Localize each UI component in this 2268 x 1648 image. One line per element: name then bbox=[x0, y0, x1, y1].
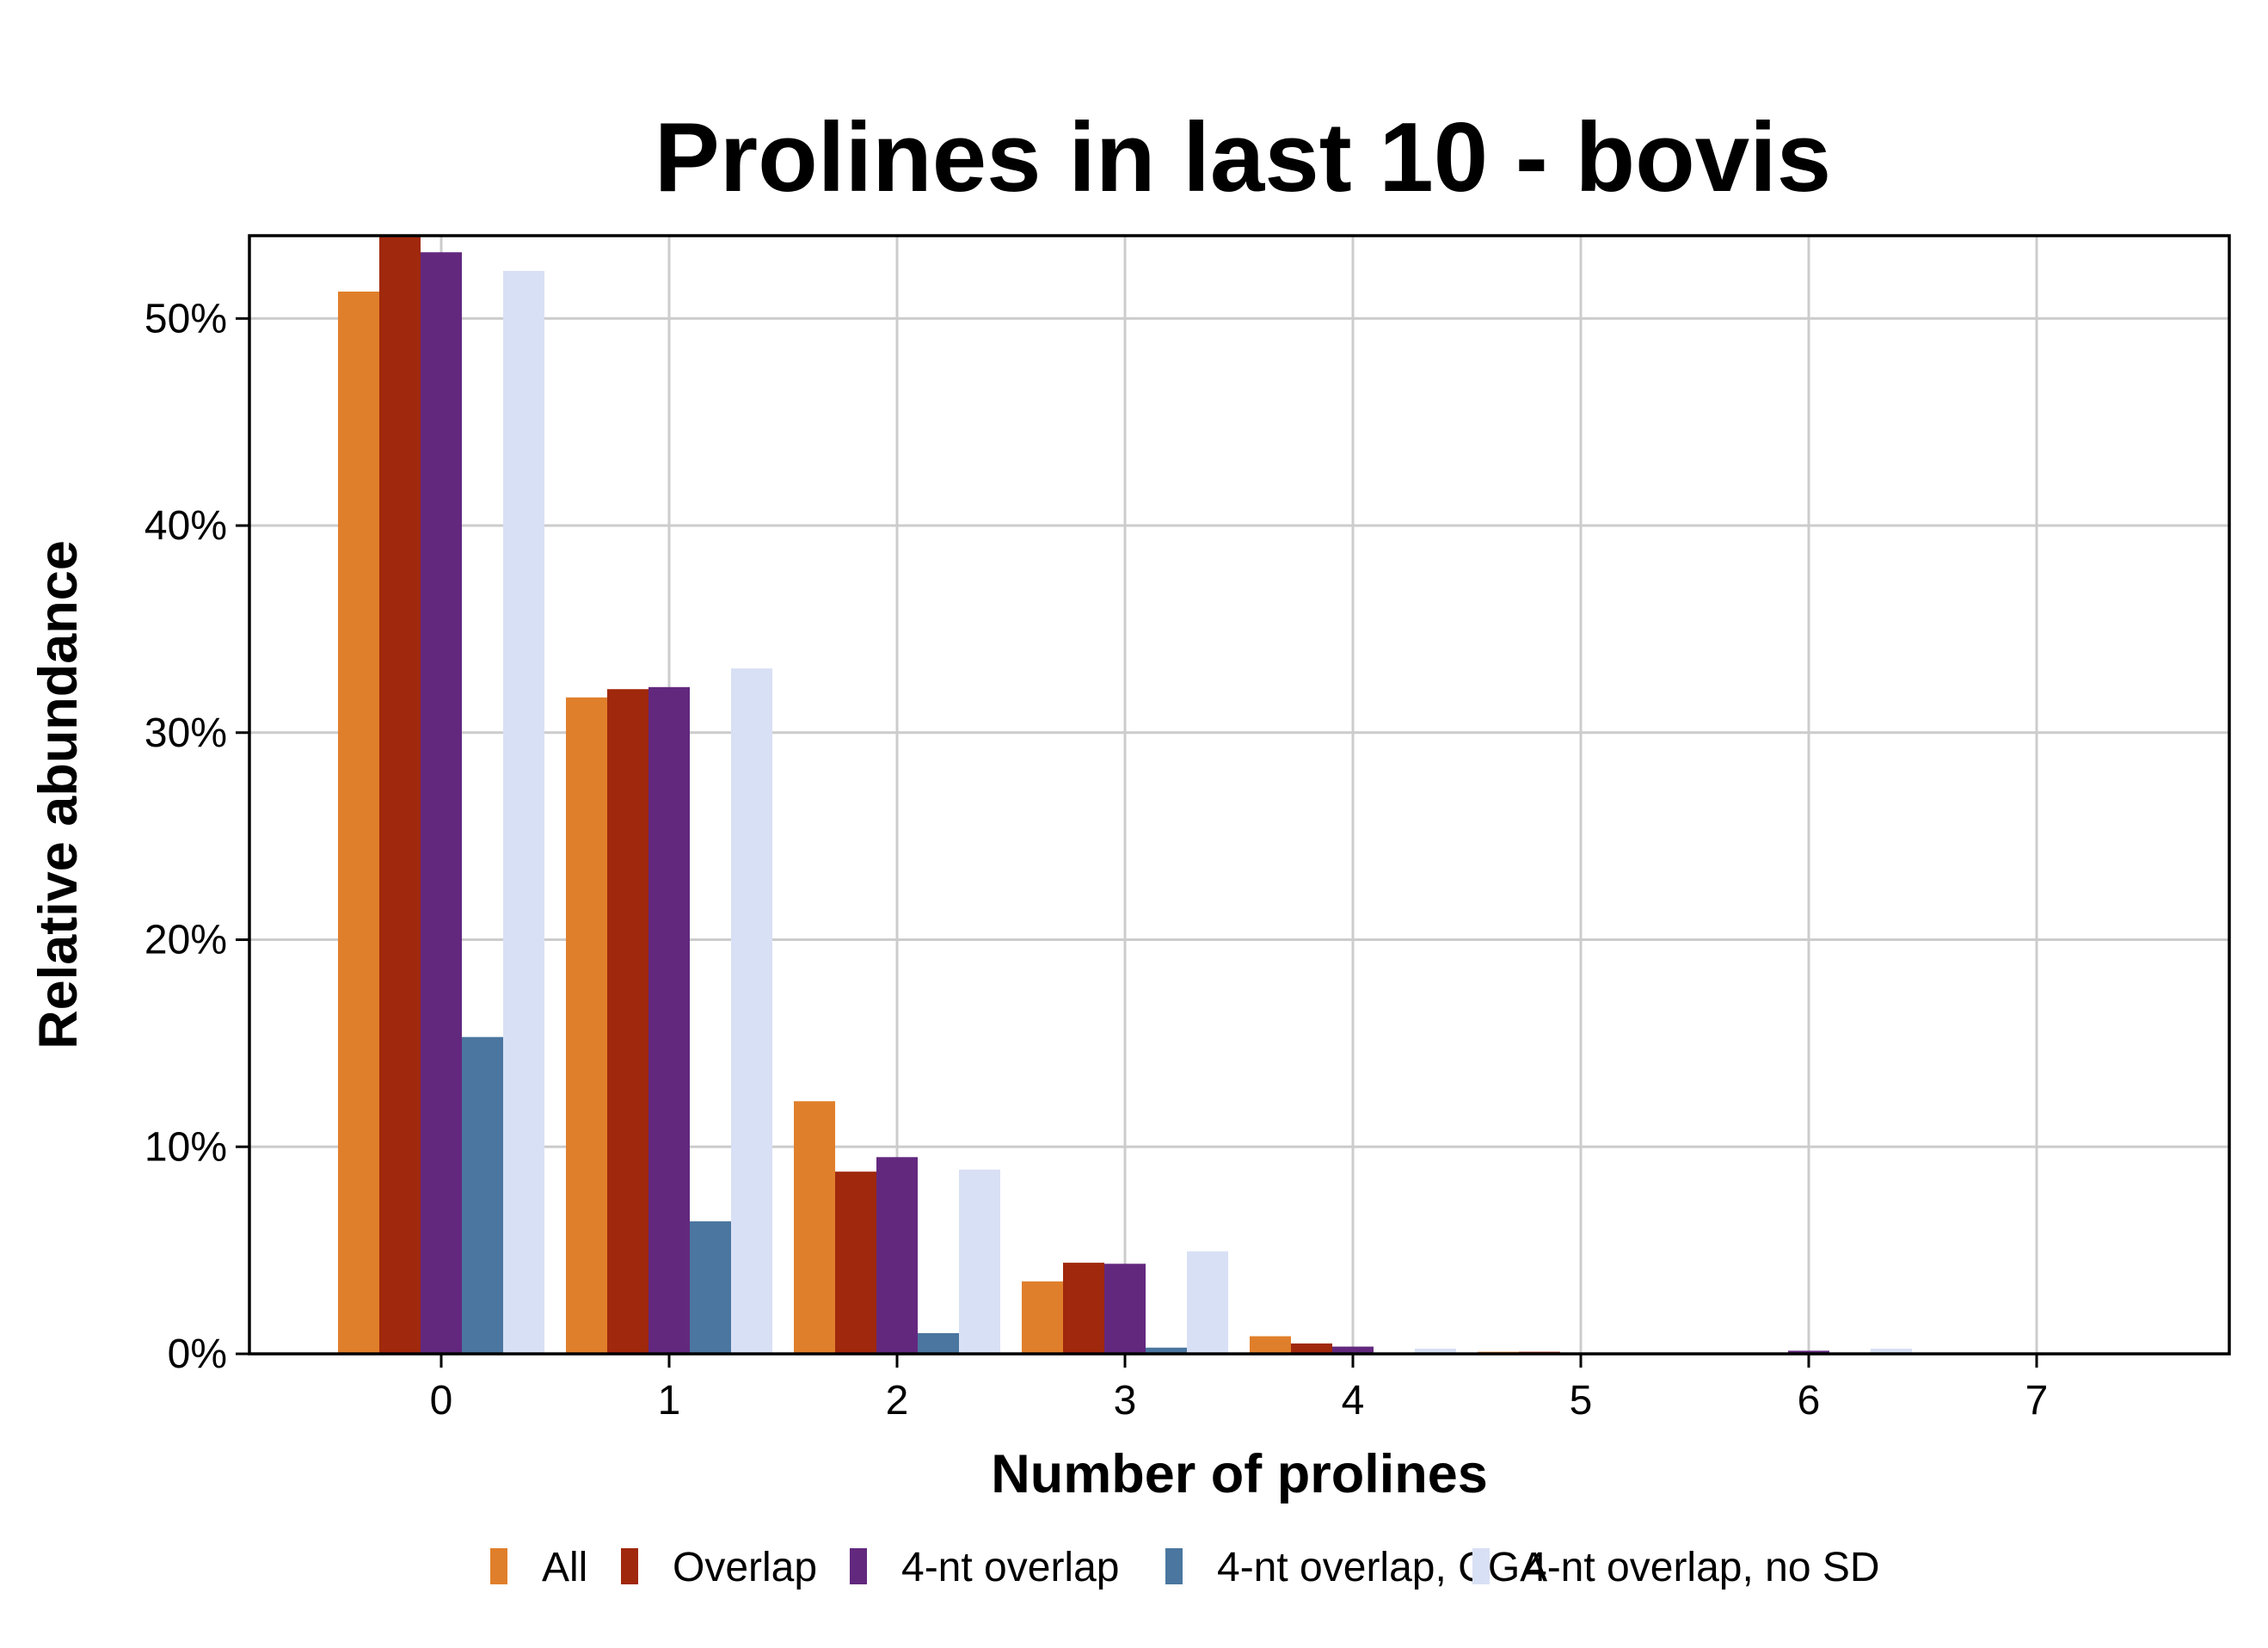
bar bbox=[1022, 1281, 1063, 1354]
y-tick-label: 50% bbox=[144, 296, 227, 341]
bar bbox=[876, 1157, 918, 1354]
bar bbox=[1332, 1346, 1374, 1354]
bar bbox=[421, 252, 462, 1354]
bar bbox=[1291, 1343, 1332, 1354]
bar bbox=[731, 668, 772, 1354]
x-axis: 0 1 2 3 4 5 6 7 bbox=[430, 1354, 2049, 1424]
bar bbox=[1187, 1251, 1228, 1354]
x-tick-label: 2 bbox=[886, 1378, 909, 1424]
legend-swatch bbox=[490, 1548, 507, 1584]
y-axis-title: Relative abundance bbox=[28, 540, 89, 1049]
legend-label: 4-nt overlap bbox=[901, 1545, 1119, 1590]
legend-swatch bbox=[1165, 1548, 1183, 1584]
bar bbox=[1415, 1348, 1456, 1354]
y-tick-label: 30% bbox=[144, 710, 227, 756]
legend-item: 4-nt overlap, no SD bbox=[1472, 1545, 1880, 1590]
x-tick-label: 4 bbox=[1342, 1378, 1365, 1424]
legend: All Overlap 4-nt overlap 4-nt overlap, CGA4… bbox=[490, 1545, 1880, 1590]
grid bbox=[249, 236, 2229, 1356]
chart-title: Prolines in last 10 - bovis bbox=[655, 103, 1831, 212]
bar bbox=[379, 236, 421, 1354]
y-axis: 0% 10% 20% 30% 40% 50% bbox=[144, 296, 249, 1377]
legend-label: 4-nt overlap, CGA bbox=[1217, 1545, 1547, 1590]
y-tick-label: 40% bbox=[144, 503, 227, 549]
legend-item: Overlap bbox=[621, 1545, 817, 1590]
y-tick-label: 0% bbox=[168, 1331, 227, 1377]
bar bbox=[1104, 1264, 1146, 1354]
bar bbox=[918, 1332, 959, 1354]
bar bbox=[794, 1101, 835, 1354]
bars bbox=[338, 236, 1912, 1355]
x-tick-label: 0 bbox=[430, 1378, 453, 1424]
y-tick-label: 20% bbox=[144, 918, 227, 963]
x-axis-title: Number of prolines bbox=[991, 1444, 1488, 1504]
x-tick-label: 3 bbox=[1114, 1378, 1137, 1424]
x-tick-label: 5 bbox=[1570, 1378, 1593, 1424]
bar bbox=[338, 292, 379, 1354]
legend-label: Overlap bbox=[673, 1545, 817, 1590]
bar bbox=[1146, 1347, 1187, 1354]
legend-swatch bbox=[850, 1548, 867, 1584]
bar bbox=[1788, 1350, 1829, 1354]
legend-item: 4-nt overlap, CGA bbox=[1165, 1545, 1547, 1590]
bar bbox=[648, 686, 690, 1354]
bar bbox=[607, 689, 648, 1354]
bar bbox=[566, 697, 607, 1354]
bar bbox=[503, 270, 544, 1355]
x-tick-label: 6 bbox=[1798, 1378, 1821, 1424]
bar bbox=[959, 1169, 1000, 1354]
bar bbox=[1871, 1348, 1912, 1354]
legend-item: All bbox=[490, 1545, 587, 1590]
plot-frame bbox=[248, 234, 2231, 1356]
bar bbox=[462, 1036, 503, 1354]
legend-label: 4-nt overlap, no SD bbox=[1524, 1545, 1880, 1590]
bar bbox=[1063, 1263, 1104, 1354]
legend-item: 4-nt overlap bbox=[850, 1545, 1119, 1590]
x-tick-label: 7 bbox=[2025, 1378, 2049, 1424]
legend-swatch bbox=[621, 1548, 638, 1584]
x-tick-label: 1 bbox=[658, 1378, 681, 1424]
bar bbox=[690, 1221, 731, 1354]
legend-label: All bbox=[542, 1545, 587, 1590]
y-tick-label: 10% bbox=[144, 1124, 227, 1170]
legend-swatch bbox=[1472, 1548, 1490, 1584]
bar bbox=[835, 1171, 876, 1354]
bar bbox=[1250, 1336, 1291, 1354]
